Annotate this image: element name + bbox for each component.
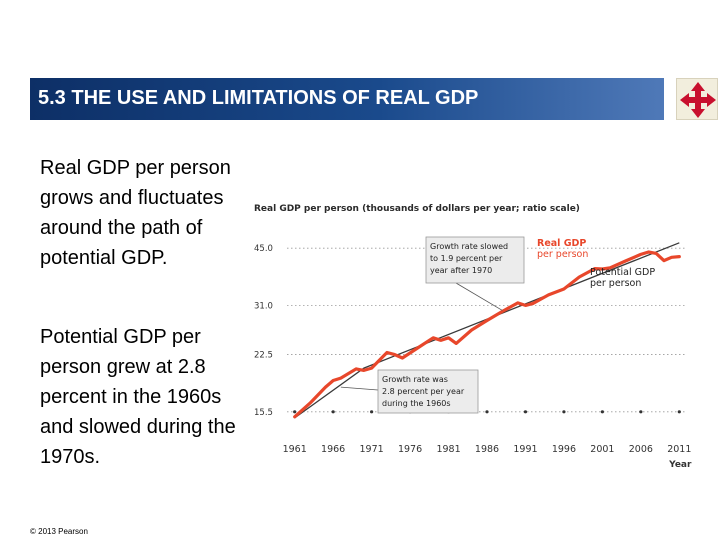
- y-tick-label: 15.5: [254, 408, 273, 418]
- x-tick-label: 1961: [283, 444, 307, 455]
- x-tick-label: 1971: [360, 444, 384, 455]
- x-tick-label: 1986: [475, 444, 499, 455]
- potential-gdp-label-line2: per person: [590, 278, 641, 289]
- x-tick-label: 2001: [590, 444, 614, 455]
- x-tick-label: 1976: [398, 444, 422, 455]
- callout-text: 2.8 percent per year: [382, 387, 465, 396]
- callout-box: [377, 369, 479, 414]
- chart-title: Real GDP per person (thousands of dollar…: [254, 204, 580, 214]
- title-bar: 5.3 THE USE AND LIMITATIONS OF REAL GDP: [30, 78, 664, 120]
- callout-text: year after 1970: [430, 266, 492, 275]
- navigation-button[interactable]: [676, 78, 718, 120]
- x-tick-mark: [523, 410, 528, 414]
- x-tick-label: 2006: [629, 444, 653, 455]
- copyright-text: © 2013 Pearson: [30, 527, 88, 536]
- x-tick-mark: [677, 410, 681, 414]
- x-tick-mark: [485, 410, 489, 414]
- x-tick-mark: [331, 410, 335, 414]
- gdp-line-chart: Real GDP per person (thousands of dollar…: [254, 204, 692, 470]
- real-gdp-line: [293, 250, 681, 419]
- potential-gdp-label: Potential GDP: [590, 267, 655, 278]
- y-tick-label: 31.0: [254, 301, 273, 311]
- real-gdp-label-line2: per person: [537, 249, 588, 260]
- x-tick-mark: [639, 410, 643, 414]
- x-tick-mark: [600, 410, 604, 414]
- x-tick-label: 1981: [436, 444, 460, 455]
- bullet-text-1: Real GDP per person grows and fluctuates…: [40, 157, 231, 269]
- x-tick-label: 1991: [513, 444, 537, 455]
- slide-title: 5.3 THE USE AND LIMITATIONS OF REAL GDP: [38, 87, 479, 109]
- y-tick-label: 22.5: [254, 351, 273, 361]
- four-way-arrow-icon: [680, 82, 716, 118]
- callout-leader: [455, 282, 503, 311]
- callout-text: Growth rate was: [382, 375, 448, 384]
- y-tick-label: 45.0: [254, 244, 273, 254]
- callout-text: during the 1960s: [382, 399, 451, 408]
- callout-box: [425, 236, 525, 284]
- x-tick-label: 1966: [321, 444, 345, 455]
- x-tick-mark: [293, 410, 297, 414]
- callout-leader: [340, 386, 379, 391]
- x-axis-label: Year: [668, 460, 692, 470]
- bullet-text-2: Potential GDP per person grew at 2.8 per…: [40, 326, 236, 468]
- callout-text: Growth rate slowed: [430, 242, 508, 251]
- callout-text: to 1.9 percent per: [430, 254, 503, 263]
- x-tick-mark: [370, 410, 374, 414]
- real-gdp-label: Real GDP: [537, 238, 586, 249]
- potential-gdp-line: [294, 242, 680, 419]
- x-tick-label: 1996: [552, 444, 576, 455]
- x-tick-mark: [562, 410, 566, 414]
- x-tick-label: 2011: [667, 444, 691, 455]
